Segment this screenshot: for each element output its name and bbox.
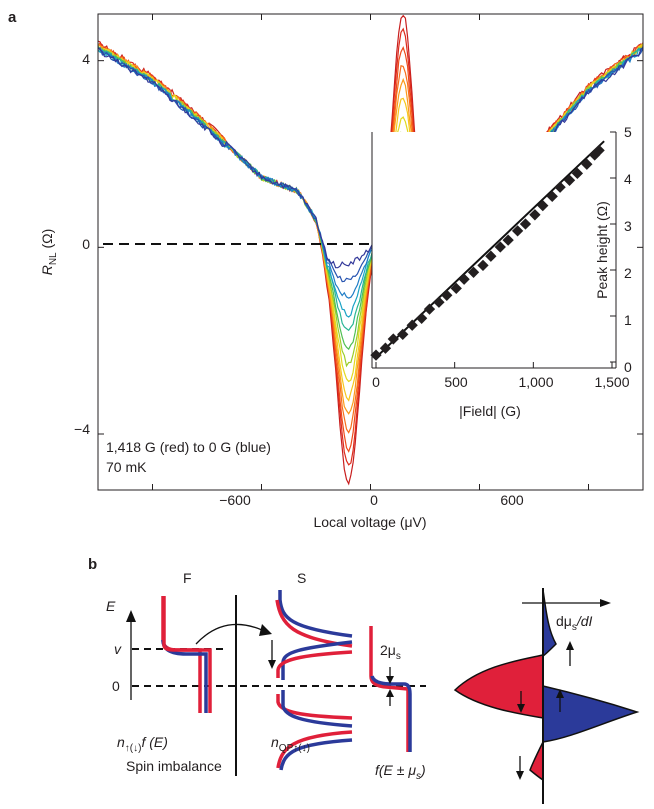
dmu-arrowhead-up-top	[566, 641, 574, 650]
legend-field-range: 1,418 G (red) to 0 G (blue)	[106, 439, 271, 455]
y-tick-minus-4: −4	[74, 421, 90, 437]
s-blue-lower-inner	[281, 690, 353, 728]
s-red-upper-inner	[276, 650, 353, 678]
inset-point	[537, 199, 549, 212]
x-tick-0: 0	[370, 492, 378, 508]
x-tick-600: 600	[500, 492, 524, 508]
inset-point	[477, 259, 489, 272]
inset-point	[494, 241, 506, 253]
panel-a-label: a	[8, 9, 17, 26]
inset-y-label: Peak height (Ω)	[594, 201, 610, 299]
inset-point	[467, 266, 480, 278]
inset-point	[441, 289, 453, 301]
inset-y-tick-0: 0	[624, 359, 632, 375]
x-tick-minus-600: −600	[219, 492, 251, 508]
s-blue-upper	[278, 590, 353, 638]
dmu-red-lobe	[453, 654, 544, 719]
inset-point	[458, 273, 470, 285]
inset-point	[387, 333, 399, 345]
inset-point	[563, 174, 576, 186]
v-label: v	[114, 641, 122, 657]
panel-b-label: b	[88, 556, 97, 573]
dmu-axis-arrowhead	[600, 599, 611, 607]
y-tick-4: 4	[82, 51, 90, 67]
svg-text:RNL (Ω): RNL (Ω)	[39, 229, 59, 276]
y-tick-0: 0	[82, 236, 90, 252]
n-qp-label: nQP↑(↓)	[271, 734, 310, 754]
inset-point	[450, 282, 462, 295]
dmu-arrowhead-up-blue	[556, 689, 564, 698]
inset-x-label: |Field| (G)	[459, 403, 521, 419]
inset-y-tick-5: 5	[624, 124, 632, 140]
s-label: S	[297, 570, 306, 586]
s-red-lower-inner	[276, 694, 353, 720]
inset-point	[485, 250, 497, 262]
inset-point	[511, 225, 524, 237]
dmu-arrowhead-down-red	[517, 704, 525, 713]
energy-label: E	[106, 598, 116, 614]
inset-point	[423, 303, 436, 315]
tunneling-arrowhead	[259, 624, 272, 636]
inset-x-tick-1500: 1,500	[594, 374, 629, 390]
inset-point	[581, 158, 593, 170]
inset-point	[433, 296, 445, 308]
inset-point	[554, 181, 566, 193]
inset-point	[571, 167, 584, 180]
two-mu-label: 2μs	[380, 642, 401, 662]
mu-arrowhead-top	[386, 676, 394, 684]
s-red-upper	[275, 599, 353, 648]
inset-peak-height: 0 500 1,000 1,500 |Field| (G) 5 4 3 2 1 …	[370, 124, 632, 419]
inset-point	[546, 190, 558, 203]
f-red-curve-top	[162, 596, 212, 713]
energy-axis-arrowhead	[126, 610, 136, 622]
s-blue-lower	[279, 738, 353, 771]
y-axis-label: RNL (Ω)	[39, 229, 59, 276]
panel-b-diagram: E v 0 F S 2μs	[106, 570, 640, 804]
dmu-arrowhead-down-bottom	[516, 771, 524, 780]
s-blue-upper-inner	[281, 640, 353, 680]
mu-arrowhead-bottom	[386, 689, 394, 697]
inset-x-tick-0: 0	[372, 374, 380, 390]
inset-point	[397, 328, 409, 341]
inset-point	[370, 349, 382, 361]
dmu-blue-lobe-upper	[542, 589, 557, 658]
zero-level-label: 0	[112, 678, 120, 694]
inset-point	[379, 342, 392, 354]
inset-point	[406, 319, 418, 331]
inset-y-tick-1: 1	[624, 312, 632, 328]
f-label: F	[183, 570, 192, 586]
inset-point	[593, 144, 605, 157]
inset-background	[372, 132, 616, 368]
inset-y-tick-4: 4	[624, 171, 632, 187]
f-shift-label: f(E ± μs)	[375, 762, 426, 782]
dmu-red-lobe-lower	[529, 741, 544, 782]
legend-temperature: 70 mK	[106, 459, 147, 475]
x-axis-label: Local voltage (μV)	[313, 514, 426, 530]
s-down-arrowhead	[268, 660, 276, 669]
inset-points	[370, 144, 605, 361]
s-red-lower	[276, 730, 353, 769]
main-axis-ticks	[98, 14, 643, 490]
inset-point	[529, 209, 541, 221]
inset-point	[519, 218, 532, 230]
inset-point	[502, 234, 514, 246]
inset-y-tick-3: 3	[624, 218, 632, 234]
inset-y-tick-2: 2	[624, 265, 632, 281]
inset-point	[415, 312, 428, 324]
dmu-axis-label: dμs/dI	[556, 613, 593, 633]
inset-x-tick-500: 500	[444, 374, 468, 390]
dmu-blue-lobe-main	[542, 685, 640, 743]
fit-line	[375, 140, 605, 359]
n-spin-f-label: n↑(↓)f (E)	[117, 734, 168, 754]
spin-imbalance-label: Spin imbalance	[126, 758, 222, 774]
inset-x-tick-1000: 1,000	[518, 374, 553, 390]
inset-ticks	[375, 131, 616, 368]
tunneling-arrow	[195, 623, 263, 645]
f-shift-blue	[370, 675, 412, 752]
